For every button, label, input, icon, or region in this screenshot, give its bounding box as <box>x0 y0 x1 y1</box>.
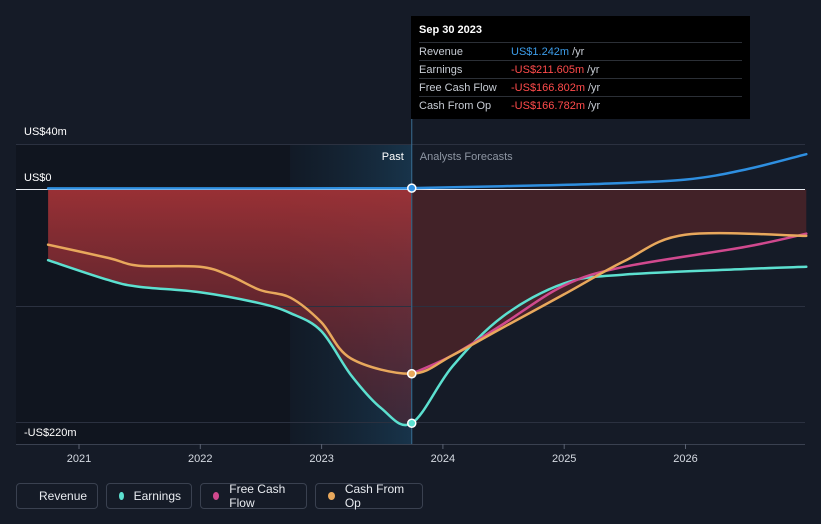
x-tick-label: 2023 <box>309 453 333 465</box>
point-marker-cash-from-op <box>407 368 417 379</box>
loss-area-forecast <box>411 189 807 374</box>
tooltip-label: Cash From Op <box>419 99 492 112</box>
legend: Revenue Earnings Free Cash Flow Cash Fro… <box>16 482 423 510</box>
tooltip-unit: /yr <box>572 45 585 58</box>
y-axis-label: US$40m <box>24 126 67 138</box>
legend-dot-icon <box>213 492 220 500</box>
x-tick-label: 2025 <box>552 453 576 465</box>
tooltip-label: Free Cash Flow <box>419 81 497 94</box>
tooltip-unit: /yr <box>588 99 601 112</box>
tooltip-unit: /yr <box>588 81 601 94</box>
tooltip-row-revenue: Revenue US$1.242m /yr <box>419 42 742 60</box>
series-line-cash-from-op <box>46 231 808 375</box>
series-line-earnings <box>46 258 808 427</box>
tooltip-value: US$1.242m <box>511 45 570 58</box>
point-marker-earnings <box>407 418 417 428</box>
tooltip-label: Revenue <box>419 45 464 58</box>
tooltip-unit: /yr <box>587 63 600 76</box>
tooltip-label: Earnings <box>419 63 463 76</box>
tooltip-value: -US$166.782m <box>511 99 585 112</box>
tooltip-row-free-cash-flow: Free Cash Flow -US$166.802m /yr <box>419 78 742 96</box>
tooltip-row-earnings: Earnings -US$211.605m /yr <box>419 60 742 78</box>
tooltip-value: -US$166.802m <box>511 81 585 94</box>
tooltip-value: -US$211.605m <box>511 63 585 76</box>
legend-dot-icon <box>119 492 124 500</box>
past-label: Past <box>382 151 404 163</box>
x-tick-label: 2026 <box>673 453 697 465</box>
forecast-label: Analysts Forecasts <box>420 151 513 163</box>
series-line-revenue <box>46 152 808 190</box>
point-marker-revenue <box>407 183 417 193</box>
legend-item-earnings[interactable]: Earnings <box>106 483 192 509</box>
x-tick-label: 2024 <box>431 453 455 465</box>
y-axis-label: US$0 <box>24 172 52 184</box>
tooltip-row-cash-from-op: Cash From Op -US$166.782m /yr <box>419 96 742 114</box>
legend-item-free-cash-flow[interactable]: Free Cash Flow <box>200 482 307 510</box>
tooltip-date: Sep 30 2023 <box>419 24 482 36</box>
x-tick-label: 2021 <box>67 453 91 465</box>
x-tick-label: 2022 <box>188 453 212 465</box>
legend-item-revenue[interactable]: Revenue <box>16 483 98 509</box>
legend-item-cash-from-op[interactable]: Cash From Op <box>315 482 423 510</box>
legend-label: Cash From Op <box>344 482 405 510</box>
legend-label: Free Cash Flow <box>229 482 286 510</box>
loss-area-past <box>48 189 411 425</box>
y-axis-label: -US$220m <box>24 427 77 439</box>
tooltip: Sep 30 2023 Revenue US$1.242m /yr Earnin… <box>411 16 750 119</box>
legend-label: Earnings <box>133 489 181 503</box>
legend-label: Revenue <box>39 489 88 503</box>
legend-dot-icon <box>328 492 335 500</box>
